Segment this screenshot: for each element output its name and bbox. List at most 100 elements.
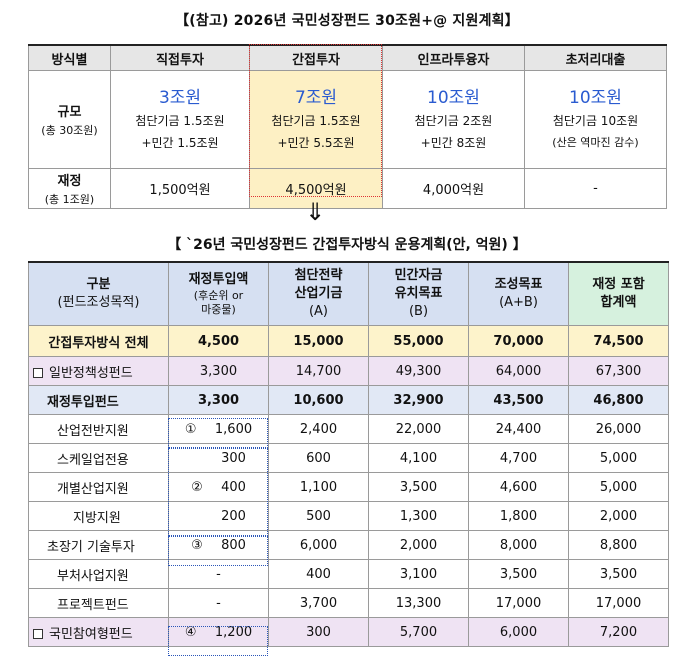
- cell-fiscal: 3,300: [168, 356, 269, 386]
- scale-lowrate: 10조원 첨단기금 10조원 (산은 역마진 감수): [524, 70, 667, 169]
- table-row: 개별산업지원 ② 400 1,100 3,500 4,600 5,000: [28, 472, 669, 502]
- scale-label: 규모: [57, 105, 82, 120]
- cell-total: 67,300: [568, 356, 669, 386]
- cell-fund: 6,000: [268, 530, 369, 560]
- marker-3: ③: [191, 537, 203, 553]
- cell-target: 43,500: [468, 385, 569, 415]
- marker-4: ④: [184, 624, 197, 640]
- header-method: 방식별: [28, 44, 111, 71]
- fiscal-lowrate: -: [524, 168, 667, 209]
- fiscal-indirect: 4,500억원: [249, 168, 383, 209]
- table-row: 프로젝트펀드 - 3,700 13,300 17,000 17,000: [28, 588, 669, 618]
- header-advanced-fund: 첨단전략 산업기금 (A): [268, 261, 369, 326]
- cell-target: 1,800: [468, 501, 569, 531]
- cell-total: 5,000: [568, 443, 669, 473]
- table-row: 스케일업전용 300 600 4,100 4,700 5,000: [28, 443, 669, 473]
- row-label: 부처사업지원: [28, 559, 169, 589]
- cell-target: 4,600: [468, 472, 569, 502]
- cell-target: 4,700: [468, 443, 569, 473]
- cell-private: 13,300: [368, 588, 469, 618]
- scale-indirect: 7조원 첨단기금 1.5조원 +민간 5.5조원: [249, 70, 383, 169]
- header-category-label: 구분: [86, 277, 111, 292]
- header-target-l1: 조성목표: [494, 277, 543, 292]
- cell-total: 74,500: [568, 325, 669, 357]
- bottom-title: 【 `26년 국민성장펀드 간접투자방식 운용계획(안, 억원) 】: [167, 237, 527, 253]
- row-label: 간접투자방식 전체: [28, 325, 169, 357]
- header-total-l2: 합계액: [600, 295, 637, 310]
- header-advanced-fund-l3: (A): [308, 304, 329, 319]
- header-total: 재정 포함 합계액: [568, 261, 669, 326]
- table-row: 지방지원 200 500 1,300 1,800 2,000: [28, 501, 669, 531]
- cell-fund: 15,000: [268, 325, 369, 357]
- header-private-funds-l3: (B): [408, 304, 429, 319]
- header-target-l2: (A+B): [499, 295, 538, 310]
- header-fiscal-input-sub2: 마중물): [201, 303, 236, 316]
- scale-detail1-indirect: 첨단기금 1.5조원: [271, 113, 361, 128]
- cell-fiscal: 300: [168, 443, 269, 473]
- cell-total: 8,800: [568, 530, 669, 560]
- row-label: 산업전반지원: [28, 414, 169, 444]
- fiscal-sub: (총 1조원): [44, 193, 95, 206]
- table-row: 부처사업지원 - 400 3,100 3,500 3,500: [28, 559, 669, 589]
- scale-detail1-direct: 첨단기금 1.5조원: [135, 113, 225, 128]
- cell-private: 1,300: [368, 501, 469, 531]
- cell-private: 5,700: [368, 617, 469, 647]
- scale-big-lowrate: 10조원: [569, 87, 622, 108]
- cell-target: 70,000: [468, 325, 569, 357]
- cell-fiscal: 4,500: [168, 325, 269, 357]
- cell-fiscal: ① 1,600: [168, 414, 269, 444]
- cell-target: 17,000: [468, 588, 569, 618]
- header-indirect: 간접투자: [249, 44, 383, 71]
- scale-big-direct: 3조원: [158, 87, 202, 108]
- cell-fiscal: ③ 800: [168, 530, 269, 560]
- cell-fiscal-value: 300: [221, 450, 246, 466]
- fiscal-row: 재정 (총 1조원) 1,500억원 4,500억원 4,000억원 -: [28, 168, 667, 209]
- header-total-l1: 재정 포함: [592, 277, 645, 292]
- scale-detail2-indirect: +민간 5.5조원: [277, 135, 355, 150]
- cell-fiscal-value: 1,200: [214, 624, 253, 640]
- cell-target: 24,400: [468, 414, 569, 444]
- cell-fund: 400: [268, 559, 369, 589]
- cell-fiscal: ② 400: [168, 472, 269, 502]
- header-fiscal-input: 재정투입액 (후순위 or 마중물): [168, 261, 269, 326]
- cell-fiscal: -: [168, 588, 269, 618]
- cell-fiscal-value: 400: [221, 479, 246, 495]
- marker-1: ①: [184, 421, 197, 437]
- cell-fund: 300: [268, 617, 369, 647]
- cell-fund: 500: [268, 501, 369, 531]
- fiscal-infra: 4,000억원: [382, 168, 525, 209]
- header-target: 조성목표 (A+B): [468, 261, 569, 326]
- row-label: 지방지원: [28, 501, 169, 531]
- cell-total: 7,200: [568, 617, 669, 647]
- table-row: 간접투자방식 전체 4,500 15,000 55,000 70,000 74,…: [28, 325, 669, 357]
- cell-fund: 3,700: [268, 588, 369, 618]
- table-row: 일반정책성펀드 3,300 14,700 49,300 64,000 67,30…: [28, 356, 669, 386]
- row-label-cell: 일반정책성펀드: [28, 356, 169, 386]
- header-private-funds-l2: 유치목표: [394, 286, 443, 301]
- row-label-cell: 국민참여형펀드: [28, 617, 169, 647]
- scale-detail1-infra: 첨단기금 2조원: [414, 113, 493, 128]
- header-private-funds-l1: 민간자금: [394, 268, 443, 283]
- fiscal-label-cell: 재정 (총 1조원): [28, 168, 111, 209]
- cell-target: 3,500: [468, 559, 569, 589]
- cell-fund: 600: [268, 443, 369, 473]
- indirect-plan-header-row: 구분 (펀드조성목적) 재정투입액 (후순위 or 마중물) 첨단전략 산업기금…: [28, 261, 669, 326]
- scale-sub: (총 30조원): [41, 124, 98, 137]
- cell-private: 3,100: [368, 559, 469, 589]
- cell-private: 3,500: [368, 472, 469, 502]
- cell-fiscal: 200: [168, 501, 269, 531]
- header-fiscal-input-sub1: (후순위 or: [193, 289, 244, 302]
- row-label: 국민참여형펀드: [49, 626, 133, 642]
- indirect-plan-table: 구분 (펀드조성목적) 재정투입액 (후순위 or 마중물) 첨단전략 산업기금…: [28, 261, 669, 647]
- header-advanced-fund-l2: 산업기금: [294, 286, 343, 301]
- header-infra: 인프라투융자: [382, 44, 525, 71]
- header-advanced-fund-l1: 첨단전략: [294, 268, 343, 283]
- scale-detail2-direct: +민간 1.5조원: [141, 135, 219, 150]
- scale-big-indirect: 7조원: [294, 87, 338, 108]
- cell-fiscal: ④ 1,200: [168, 617, 269, 647]
- row-label: 프로젝트펀드: [28, 588, 169, 618]
- square-bullet-icon: [33, 629, 43, 639]
- header-lowrate: 초저리대출: [524, 44, 667, 71]
- fiscal-direct: 1,500억원: [110, 168, 250, 209]
- scale-detail1-lowrate: 첨단기금 10조원: [552, 113, 639, 128]
